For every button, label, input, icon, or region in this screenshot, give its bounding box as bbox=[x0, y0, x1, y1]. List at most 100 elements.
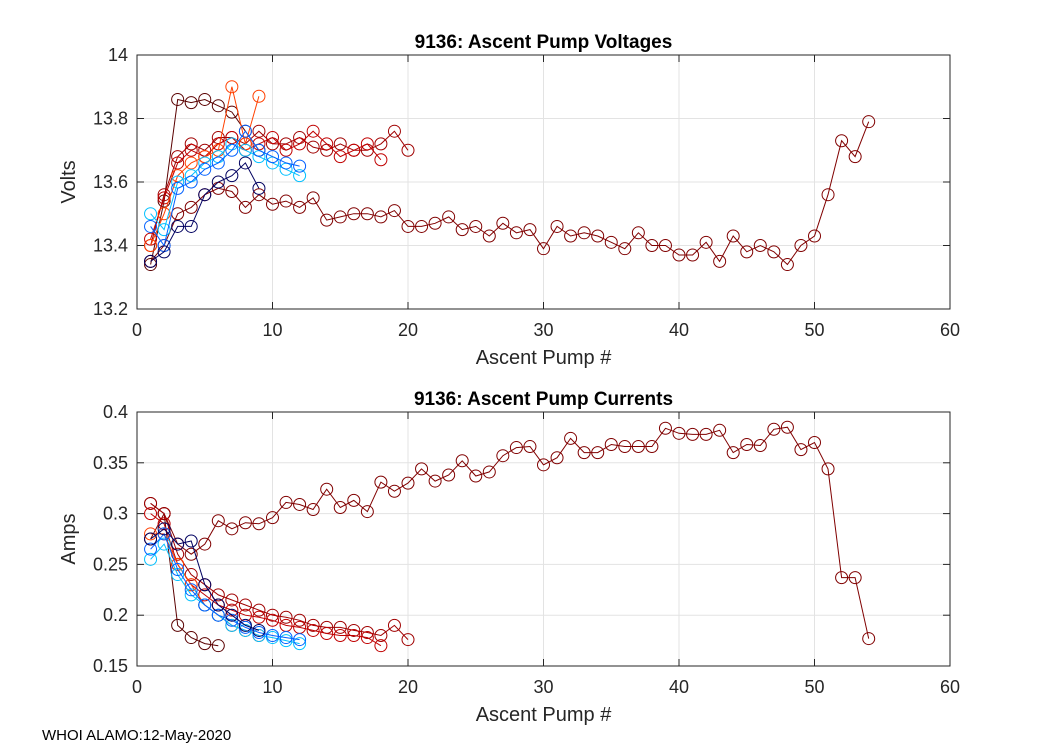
data-point bbox=[482, 229, 496, 243]
data-point bbox=[184, 219, 198, 233]
data-point bbox=[252, 623, 266, 637]
data-point bbox=[401, 219, 415, 233]
data-point bbox=[726, 446, 740, 460]
footer-label: WHOI ALAMO:12-May-2020 bbox=[42, 727, 232, 744]
y-tick-label: 13.8 bbox=[93, 109, 128, 129]
data-point bbox=[387, 618, 401, 632]
data-point bbox=[387, 204, 401, 218]
data-point bbox=[184, 200, 198, 214]
data-point bbox=[211, 588, 225, 602]
data-point bbox=[618, 242, 632, 256]
data-point bbox=[144, 219, 158, 233]
y-tick-label: 0.3 bbox=[103, 504, 128, 524]
data-point bbox=[157, 188, 171, 202]
data-point bbox=[184, 578, 198, 592]
data-point bbox=[415, 219, 429, 233]
data-point bbox=[455, 454, 469, 468]
x-tick-label: 60 bbox=[940, 677, 960, 697]
data-point bbox=[347, 623, 361, 637]
data-point bbox=[320, 482, 334, 496]
data-point bbox=[157, 207, 171, 221]
data-point bbox=[442, 210, 456, 224]
data-point bbox=[198, 162, 212, 176]
data-point bbox=[564, 431, 578, 445]
data-point bbox=[279, 634, 293, 648]
data-point bbox=[225, 593, 239, 607]
data-point bbox=[848, 150, 862, 164]
data-point bbox=[279, 156, 293, 170]
data-point bbox=[374, 153, 388, 167]
data-point bbox=[144, 552, 158, 566]
data-point bbox=[401, 143, 415, 157]
data-point bbox=[184, 156, 198, 170]
data-point bbox=[794, 443, 808, 457]
data-point bbox=[577, 446, 591, 460]
data-point bbox=[428, 474, 442, 488]
data-point bbox=[144, 207, 158, 221]
data-point bbox=[144, 239, 158, 252]
data-point bbox=[252, 610, 266, 624]
data-point bbox=[198, 598, 212, 612]
data-point bbox=[184, 588, 198, 602]
data-point bbox=[252, 629, 266, 643]
x-tick-label: 0 bbox=[132, 677, 142, 697]
data-point bbox=[333, 629, 347, 643]
x-axis-label: Ascent Pump # bbox=[476, 704, 613, 726]
x-tick-label: 40 bbox=[669, 320, 689, 340]
data-point bbox=[238, 598, 252, 612]
data-point bbox=[767, 245, 781, 259]
data-point bbox=[469, 219, 483, 233]
data-point bbox=[604, 438, 618, 452]
data-point bbox=[144, 258, 158, 272]
y-tick-label: 0.25 bbox=[93, 554, 128, 574]
data-point bbox=[428, 216, 442, 230]
data-point bbox=[821, 462, 835, 476]
data-point bbox=[279, 610, 293, 624]
data-point bbox=[794, 239, 808, 252]
series-line-profile-final bbox=[150, 121, 870, 266]
data-point bbox=[293, 633, 307, 647]
data-point bbox=[780, 258, 794, 272]
data-point bbox=[279, 194, 293, 208]
data-point bbox=[591, 229, 605, 243]
data-point bbox=[225, 169, 239, 183]
data-point bbox=[740, 245, 754, 259]
data-point bbox=[333, 137, 347, 151]
data-point bbox=[550, 219, 564, 233]
data-point bbox=[279, 631, 293, 645]
data-point bbox=[293, 137, 307, 151]
data-point bbox=[144, 532, 158, 546]
data-point bbox=[198, 637, 212, 651]
data-point bbox=[252, 89, 266, 103]
data-point bbox=[496, 216, 510, 230]
data-point bbox=[306, 191, 320, 205]
data-point bbox=[360, 505, 374, 519]
data-point bbox=[523, 223, 537, 237]
data-point bbox=[293, 159, 307, 173]
data-point bbox=[293, 497, 307, 511]
x-tick-label: 20 bbox=[398, 677, 418, 697]
data-point bbox=[266, 150, 279, 164]
data-point bbox=[618, 440, 632, 454]
data-point bbox=[509, 441, 523, 455]
data-point bbox=[699, 427, 713, 441]
current-chart: 0 10 20 30 40 50 60 0.15 0.2 0.25 0.3 0.35 0.4 9136: … bbox=[58, 389, 960, 726]
data-point bbox=[171, 219, 185, 233]
data-point bbox=[238, 156, 252, 170]
data-point bbox=[157, 517, 171, 531]
data-point bbox=[306, 623, 320, 637]
data-point bbox=[374, 639, 388, 653]
y-axis-label: Volts bbox=[58, 160, 80, 203]
y-tick-label: 0.2 bbox=[103, 605, 128, 625]
data-point bbox=[564, 229, 578, 243]
data-point bbox=[144, 507, 158, 521]
data-point bbox=[631, 226, 645, 240]
data-point bbox=[238, 516, 252, 530]
data-point bbox=[862, 115, 876, 129]
data-point bbox=[211, 175, 225, 189]
data-point bbox=[293, 200, 307, 214]
data-point bbox=[238, 143, 252, 157]
data-point bbox=[266, 608, 279, 622]
data-point bbox=[238, 124, 252, 138]
